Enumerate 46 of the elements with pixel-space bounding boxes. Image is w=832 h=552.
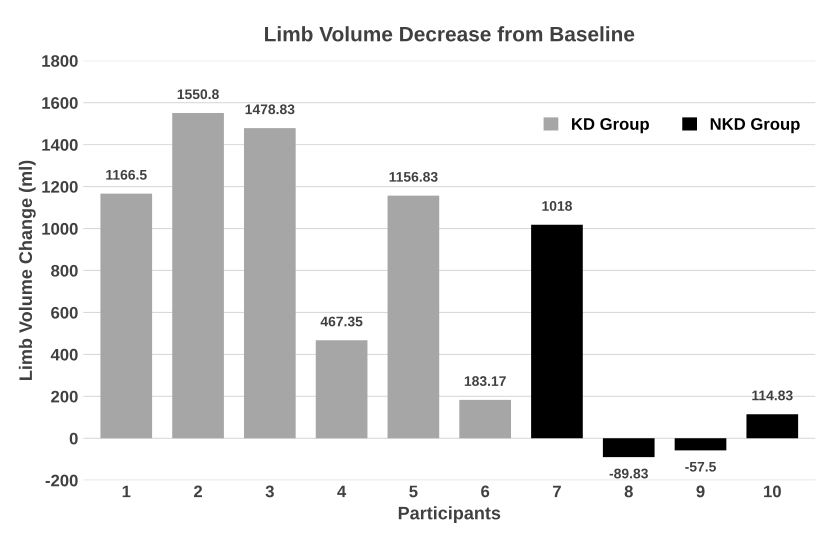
bar bbox=[100, 194, 152, 438]
data-label: 1156.83 bbox=[390, 172, 438, 182]
data-label: 1550.8 bbox=[178, 89, 219, 100]
x-tick-label: 6 bbox=[481, 486, 490, 498]
data-label: 467.35 bbox=[320, 316, 362, 326]
bar bbox=[244, 128, 296, 438]
y-tick-label: 1400 bbox=[42, 139, 78, 151]
data-label: 1166.5 bbox=[106, 170, 147, 180]
bar bbox=[674, 438, 726, 450]
bar bbox=[531, 224, 583, 438]
chart-title: Limb Volume Decrease from Baseline bbox=[265, 26, 634, 42]
data-label: 183.17 bbox=[464, 376, 506, 386]
y-tick-label: 400 bbox=[50, 348, 78, 361]
y-tick-label: 800 bbox=[51, 264, 78, 277]
bar bbox=[459, 400, 512, 438]
bar bbox=[746, 414, 798, 438]
x-tick-label: 10 bbox=[764, 486, 781, 498]
x-tick-label: 7 bbox=[553, 486, 561, 498]
data-label: -89.83 bbox=[610, 468, 648, 478]
data-label: -57.5 bbox=[685, 462, 716, 472]
y-tick-label: 1000 bbox=[42, 222, 78, 235]
y-tick-label: 1200 bbox=[42, 180, 78, 193]
data-label: 1018 bbox=[542, 201, 572, 211]
bar bbox=[602, 438, 655, 458]
bar bbox=[316, 340, 368, 438]
y-tick-label: 1800 bbox=[42, 55, 78, 67]
x-tick-label: 8 bbox=[624, 486, 633, 498]
x-axis-title: Participants bbox=[398, 506, 500, 524]
legend-label: KD Group bbox=[572, 118, 649, 134]
bar bbox=[172, 112, 224, 438]
data-label: 1478.83 bbox=[246, 104, 294, 114]
y-tick-label: 1600 bbox=[42, 97, 78, 109]
x-tick-label: 5 bbox=[409, 486, 418, 498]
bar bbox=[388, 196, 440, 438]
y-tick-label: 0 bbox=[70, 432, 78, 444]
y-tick-label: -200 bbox=[46, 474, 78, 486]
y-tick-label: 200 bbox=[51, 390, 78, 403]
x-tick-label: 2 bbox=[194, 486, 202, 498]
data-label: 114.83 bbox=[752, 390, 793, 400]
x-tick-label: 4 bbox=[337, 486, 346, 498]
x-tick-label: 3 bbox=[266, 486, 274, 498]
y-tick-label: 600 bbox=[51, 306, 78, 319]
x-tick-label: 1 bbox=[122, 486, 130, 498]
x-tick-label: 9 bbox=[696, 486, 705, 498]
y-axis-title: Limb Volume Change (ml) bbox=[18, 160, 36, 380]
legend-label: NKD Group bbox=[710, 118, 800, 134]
